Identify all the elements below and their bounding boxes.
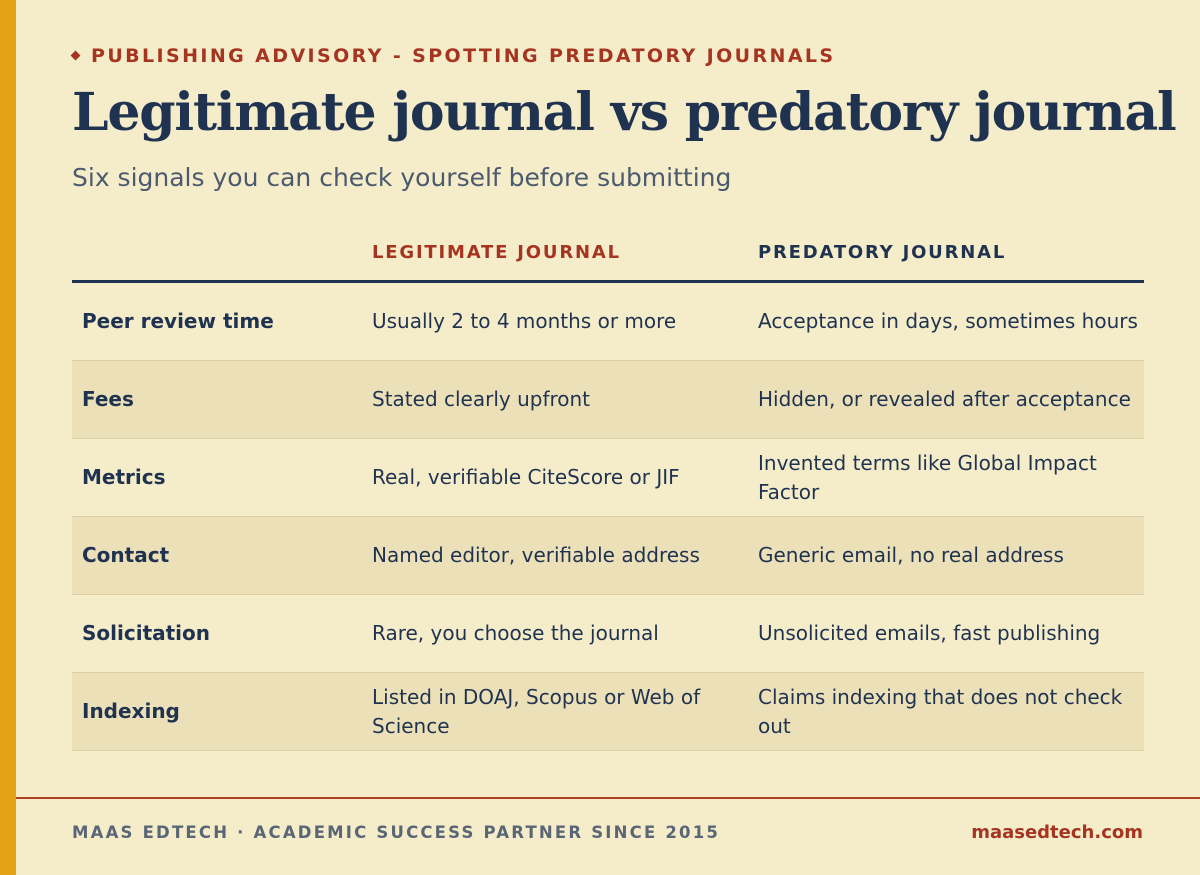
comparison-table: LEGITIMATE JOURNAL PREDATORY JOURNAL Pee…: [72, 222, 1144, 751]
page-subtitle: Six signals you can check yourself befor…: [72, 163, 732, 192]
row-predatory-value: Acceptance in days, sometimes hours: [758, 309, 1138, 333]
row-legitimate-value: Named editor, verifiable address: [372, 543, 700, 567]
column-header-predatory: PREDATORY JOURNAL: [758, 242, 1007, 263]
row-signal: Solicitation: [82, 621, 211, 645]
table-row: Peer review time Usually 2 to 4 months o…: [72, 283, 1144, 361]
row-predatory-value: Invented terms like Global Impact Factor: [758, 450, 1097, 504]
page-title: Legitimate journal vs predatory journal: [72, 82, 1177, 143]
left-accent-bar: [0, 0, 16, 875]
table-row: Solicitation Rare, you choose the journa…: [72, 595, 1144, 673]
footer-divider: [16, 797, 1200, 799]
row-signal: Peer review time: [82, 309, 274, 333]
row-predatory-value: Unsolicited emails, fast publishing: [758, 621, 1101, 645]
column-header-legitimate: LEGITIMATE JOURNAL: [372, 242, 621, 263]
row-legitimate-value: Rare, you choose the journal: [372, 621, 659, 645]
row-signal: Fees: [82, 387, 134, 411]
eyebrow-label: PUBLISHING ADVISORY - SPOTTING PREDATORY…: [70, 45, 836, 67]
row-legitimate-value: Listed in DOAJ, Scopus or Web of Science: [372, 684, 701, 738]
footer-tagline: MAAS EDTECH · ACADEMIC SUCCESS PARTNER S…: [72, 823, 721, 842]
row-legitimate-value: Real, verifiable CiteScore or JIF: [372, 465, 680, 489]
row-legitimate-value: Usually 2 to 4 months or more: [372, 309, 677, 333]
table-row: Metrics Real, verifiable CiteScore or JI…: [72, 439, 1144, 517]
row-predatory-value: Claims indexing that does not check out: [758, 684, 1123, 738]
row-predatory-value: Generic email, no real address: [758, 543, 1064, 567]
table-row: Contact Named editor, verifiable address…: [72, 517, 1144, 595]
row-signal: Metrics: [82, 465, 166, 489]
row-signal: Contact: [82, 543, 170, 567]
row-predatory-value: Hidden, or revealed after acceptance: [758, 387, 1131, 411]
row-legitimate-value: Stated clearly upfront: [372, 387, 591, 411]
table-header: LEGITIMATE JOURNAL PREDATORY JOURNAL: [72, 222, 1144, 283]
row-signal: Indexing: [82, 699, 180, 723]
eyebrow-text: PUBLISHING ADVISORY - SPOTTING PREDATORY…: [91, 45, 836, 67]
footer-website-link[interactable]: maasedtech.com: [971, 822, 1143, 843]
table-row: Fees Stated clearly upfront Hidden, or r…: [72, 361, 1144, 439]
diamond-bullet-icon: [70, 50, 81, 61]
table-row: Indexing Listed in DOAJ, Scopus or Web o…: [72, 673, 1144, 751]
